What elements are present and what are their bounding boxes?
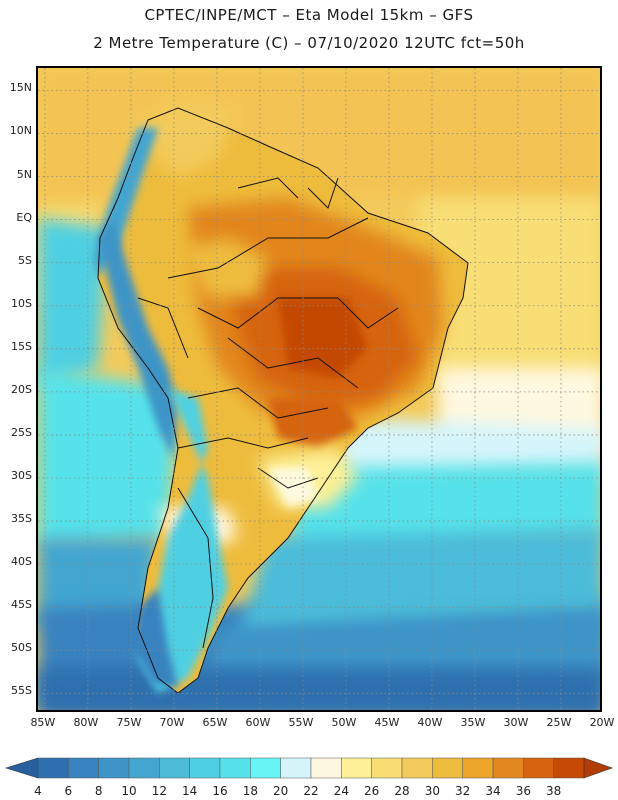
lat-label: 25S — [11, 425, 32, 439]
lon-label: 35W — [460, 716, 486, 729]
colorbar-swatch — [553, 757, 585, 779]
colorbar-high-arrow — [583, 757, 613, 779]
colorbar-label: 14 — [182, 784, 198, 798]
lon-label: 40W — [417, 716, 443, 729]
lat-label: 15S — [11, 339, 32, 353]
colorbar-swatch — [462, 757, 494, 779]
colorbar-swatch — [341, 757, 372, 779]
lat-label: 55S — [11, 684, 32, 698]
colorbar-swatch — [401, 757, 433, 779]
colorbar-swatch — [371, 757, 403, 779]
colorbar-swatch — [128, 757, 160, 779]
lat-label: 45S — [11, 598, 32, 612]
colorbar-swatch — [310, 757, 342, 779]
colorbar-label: 8 — [94, 784, 103, 798]
colorbar-swatch — [280, 757, 312, 779]
colorbar-label: 28 — [394, 784, 410, 798]
colorbar-label: 38 — [546, 784, 562, 798]
lon-label: 65W — [202, 716, 228, 729]
lon-label: 60W — [245, 716, 271, 729]
lon-label: 30W — [503, 716, 529, 729]
lat-label: EQ — [16, 210, 32, 224]
colorbar-label: 12 — [151, 784, 167, 798]
colorbar-swatch — [432, 757, 463, 779]
colorbar-label: 26 — [364, 784, 380, 798]
lat-label: 50S — [11, 641, 32, 655]
temperature-map — [38, 68, 600, 710]
colorbar-label: 34 — [485, 784, 501, 798]
lat-label: 5S — [18, 253, 32, 267]
colorbar-label: 10 — [121, 784, 137, 798]
colorbar-swatch — [98, 757, 130, 779]
colorbar-label: 24 — [333, 784, 349, 798]
lon-label: 85W — [30, 716, 56, 729]
lat-label: 10S — [11, 296, 32, 310]
colorbar-label: 22 — [303, 784, 319, 798]
colorbar-low-arrow — [4, 757, 39, 779]
colorbar-swatch — [492, 757, 524, 779]
lat-label: 40S — [11, 555, 32, 569]
lon-label: 50W — [331, 716, 357, 729]
lon-label: 70W — [159, 716, 185, 729]
colorbar-swatch — [37, 757, 69, 779]
colorbar-swatch — [159, 757, 190, 779]
colorbar-swatch — [68, 757, 99, 779]
lon-label: 45W — [374, 716, 400, 729]
map-frame — [36, 66, 602, 712]
colorbar-label: 6 — [64, 784, 73, 798]
colorbar-label: 32 — [455, 784, 471, 798]
colorbar-swatch — [523, 757, 554, 779]
map-title-line-2: 2 Metre Temperature (C) – 07/10/2020 12U… — [93, 34, 525, 52]
lon-label: 55W — [288, 716, 314, 729]
lon-label: 25W — [546, 716, 572, 729]
colorbar-label: 36 — [515, 784, 531, 798]
map-title-line-1: CPTEC/INPE/MCT – Eta Model 15km – GFS — [144, 6, 474, 24]
lat-label: 35S — [11, 512, 32, 526]
lat-label: 5N — [16, 167, 32, 181]
colorbar-label: 30 — [424, 784, 440, 798]
colorbar-swatch — [189, 757, 221, 779]
lat-label: 15N — [9, 81, 32, 95]
colorbar-swatch — [250, 757, 281, 779]
colorbar-label: 4 — [34, 784, 42, 798]
continent-temperature-field — [93, 98, 468, 693]
colorbar-swatch — [219, 757, 251, 779]
temperature-colorbar — [4, 757, 613, 779]
lon-label: 75W — [116, 716, 142, 729]
lat-label: 10N — [9, 124, 32, 138]
lat-label: 20S — [11, 382, 32, 396]
colorbar-label: 20 — [273, 784, 289, 798]
lat-label: 30S — [11, 468, 32, 482]
colorbar-label: 18 — [242, 784, 258, 798]
lon-label: 20W — [589, 716, 615, 729]
colorbar-label: 16 — [212, 784, 228, 798]
lon-label: 80W — [73, 716, 99, 729]
country-borders — [97, 107, 469, 694]
